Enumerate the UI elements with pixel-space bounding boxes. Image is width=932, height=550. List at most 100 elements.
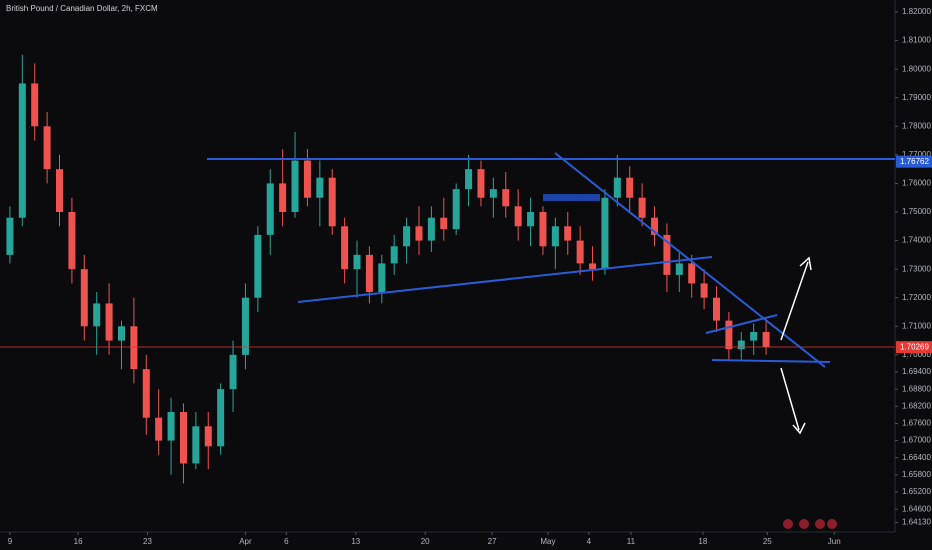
candle-body: [514, 206, 522, 227]
y-tick-label: 1.79000: [902, 93, 931, 102]
x-tick-label: 25: [763, 537, 772, 546]
y-tick-label: 1.65800: [902, 470, 931, 479]
indicator-icons: [783, 519, 837, 529]
candle-body: [502, 189, 510, 207]
price-label: 1.70269: [900, 342, 929, 351]
candle-body: [465, 169, 473, 190]
y-tick-label: 1.73000: [902, 264, 931, 273]
x-tick-label: May: [540, 537, 555, 546]
zone: [543, 194, 600, 201]
y-tick-label: 1.68800: [902, 384, 931, 393]
y-tick-label: 1.64600: [902, 504, 931, 513]
y-tick-label: 1.69400: [902, 367, 931, 376]
candle-body: [130, 326, 138, 370]
candle-body: [303, 160, 311, 198]
y-tick-label: 1.72000: [902, 293, 931, 302]
candle-body: [142, 369, 150, 418]
x-tick-label: Apr: [239, 537, 252, 546]
candle-body: [18, 83, 26, 218]
candles: [6, 54, 770, 484]
candle-body: [576, 240, 584, 264]
y-tick-label: 1.64130: [902, 518, 931, 527]
y-tick-label: 1.74000: [902, 236, 931, 245]
candle-body: [31, 83, 39, 127]
candle-body: [688, 263, 696, 284]
y-tick-label: 1.71000: [902, 321, 931, 330]
y-tick-label: 1.80000: [902, 64, 931, 73]
price-label: 1.76762: [900, 157, 929, 166]
x-tick-label: 9: [8, 537, 13, 546]
price-label-box: [896, 155, 932, 168]
y-tick-label: 1.66400: [902, 453, 931, 462]
candle-body: [601, 197, 609, 270]
candle-body: [167, 412, 175, 441]
candle-body: [589, 263, 597, 270]
candle-body: [700, 283, 708, 298]
candle-body: [737, 340, 745, 350]
candle-body: [266, 183, 274, 235]
candle-body: [564, 226, 572, 241]
x-tick-label: 27: [488, 537, 497, 546]
chart-title: British Pound / Canadian Dollar, 2h, FXC…: [6, 4, 158, 13]
x-tick-label: 6: [284, 537, 289, 546]
candle-body: [229, 354, 237, 390]
candle-body: [477, 169, 485, 198]
candle-body: [539, 212, 547, 247]
candle-body: [353, 254, 361, 270]
candle-body: [341, 226, 349, 270]
candle-body: [56, 169, 64, 212]
candle-body: [117, 326, 125, 341]
candle-body: [390, 246, 398, 264]
candle-body: [750, 332, 758, 341]
x-tick-label: 16: [74, 537, 83, 546]
x-tick-label: 20: [421, 537, 430, 546]
y-tick-label: 1.68200: [902, 401, 931, 410]
y-tick-label: 1.76000: [902, 179, 931, 188]
candle-body: [204, 426, 212, 447]
flag-bottom: [711, 359, 831, 363]
candle-body: [613, 177, 621, 198]
icon: [827, 519, 837, 529]
candle-body: [403, 226, 411, 247]
flag-top: [705, 314, 778, 334]
down-arrow: [780, 367, 800, 431]
candle-body: [279, 183, 287, 212]
drawings: [0, 152, 895, 435]
candle-body: [68, 212, 76, 270]
candle-body: [241, 297, 249, 355]
up-arrow: [780, 261, 809, 341]
candle-body: [254, 234, 262, 298]
candle-body: [6, 217, 14, 255]
candle-body: [105, 303, 113, 341]
candle-body: [365, 254, 373, 292]
y-tick-label: 1.67000: [902, 436, 931, 445]
candle-body: [725, 320, 733, 350]
candle-body: [489, 189, 497, 198]
candle-body: [415, 226, 423, 241]
x-tick-label: 11: [627, 537, 636, 546]
candle-body: [179, 412, 187, 464]
candle-body: [378, 263, 386, 292]
price-label-box: [896, 341, 932, 354]
candle-body: [427, 217, 435, 241]
icon: [799, 519, 809, 529]
candle-body: [675, 263, 683, 275]
y-tick-label: 1.75000: [902, 207, 931, 216]
candle-body: [217, 389, 225, 447]
candle-body: [551, 226, 559, 247]
y-tick-label: 1.65200: [902, 487, 931, 496]
y-tick-label: 1.67600: [902, 419, 931, 428]
icon: [815, 519, 825, 529]
y-tick-label: 1.81000: [902, 36, 931, 45]
support-line: [297, 256, 713, 303]
candle-body: [291, 160, 299, 212]
x-tick-label: 13: [351, 537, 360, 546]
candle-body: [192, 426, 200, 464]
icon: [783, 519, 793, 529]
candle-body: [93, 303, 101, 327]
x-tick-label: 23: [143, 537, 152, 546]
y-tick-label: 1.78000: [902, 121, 931, 130]
y-tick-label: 1.82000: [902, 7, 931, 16]
